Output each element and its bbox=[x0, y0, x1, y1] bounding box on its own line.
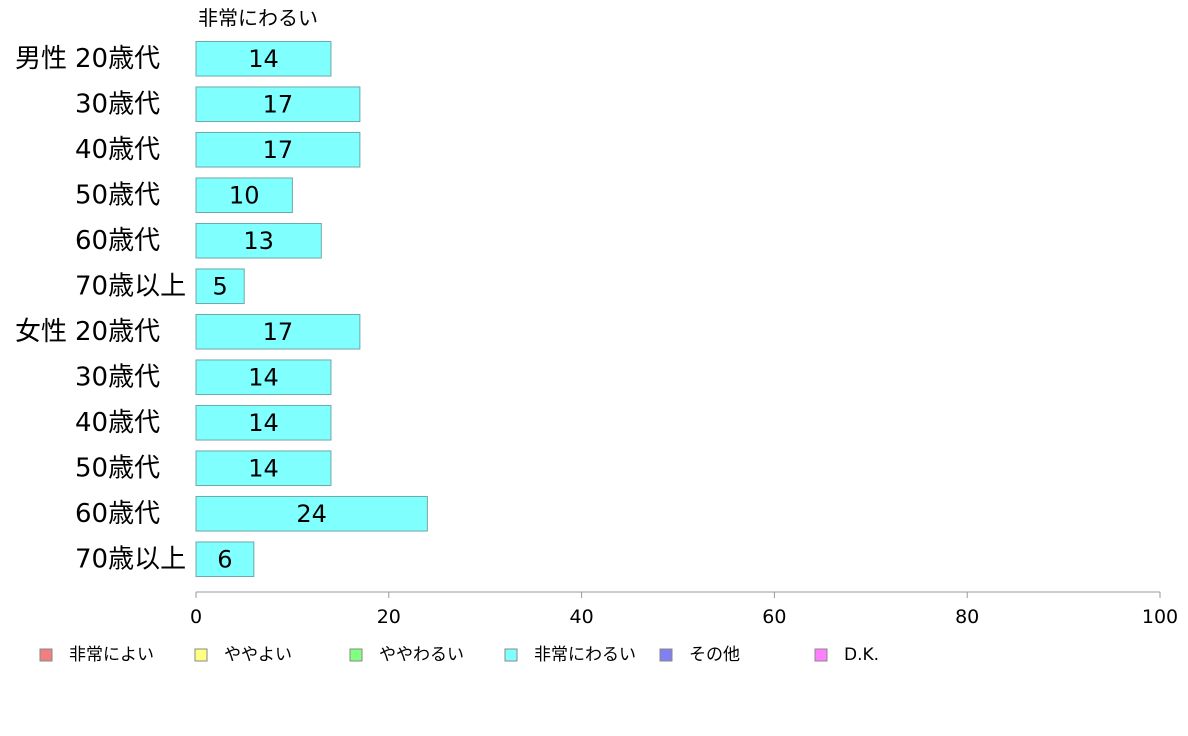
category-label: 60歳代 bbox=[75, 226, 160, 256]
bar-value-label: 17 bbox=[263, 318, 294, 346]
bar bbox=[195, 177, 293, 214]
x-tick-label: 40 bbox=[570, 606, 594, 628]
category-label: 60歳代 bbox=[75, 499, 160, 529]
group-label: 男性 bbox=[15, 44, 67, 74]
category-label: 70歳以上 bbox=[75, 271, 186, 301]
group-label: 女性 bbox=[15, 317, 67, 347]
bar-value-label: 6 bbox=[217, 545, 232, 573]
bar bbox=[195, 359, 332, 396]
bar-value-label: 5 bbox=[212, 272, 227, 300]
legend-label: 非常によい bbox=[69, 645, 154, 665]
legend-label: その他 bbox=[689, 645, 740, 665]
bar-value-label: 13 bbox=[243, 227, 274, 255]
bar-value-label: 14 bbox=[248, 45, 279, 73]
x-tick-label: 60 bbox=[762, 606, 786, 628]
bar-value-label: 14 bbox=[248, 454, 279, 482]
bar-value-label: 24 bbox=[296, 500, 327, 528]
bar bbox=[195, 541, 255, 578]
bar bbox=[195, 268, 245, 305]
category-label: 70歳以上 bbox=[75, 544, 186, 574]
bar-value-label: 10 bbox=[229, 181, 260, 209]
legend-swatch bbox=[349, 648, 363, 662]
legend-swatch bbox=[814, 648, 828, 662]
x-tick-label: 100 bbox=[1142, 606, 1178, 628]
category-label: 50歳代 bbox=[75, 180, 160, 210]
bar bbox=[195, 222, 322, 259]
legend-label: ややよい bbox=[224, 645, 292, 665]
bar bbox=[195, 404, 332, 441]
bar-value-label: 17 bbox=[263, 136, 294, 164]
category-label: 30歳代 bbox=[75, 362, 160, 392]
category-label: 50歳代 bbox=[75, 453, 160, 483]
bar bbox=[195, 40, 332, 77]
bar bbox=[195, 86, 361, 123]
bar bbox=[195, 131, 361, 168]
bar-value-label: 14 bbox=[248, 409, 279, 437]
category-label: 30歳代 bbox=[75, 89, 160, 119]
bar bbox=[195, 450, 332, 487]
legend-swatch bbox=[194, 648, 208, 662]
bar-value-label: 17 bbox=[263, 90, 294, 118]
bar-value-label: 14 bbox=[248, 363, 279, 391]
category-label: 20歳代 bbox=[75, 317, 160, 347]
category-label: 40歳代 bbox=[75, 135, 160, 165]
legend-swatch bbox=[659, 648, 673, 662]
legend-swatch bbox=[504, 648, 518, 662]
legend-label: 非常にわるい bbox=[534, 645, 636, 665]
category-label: 40歳代 bbox=[75, 408, 160, 438]
series-caption: 非常にわるい bbox=[198, 6, 318, 30]
bar bbox=[195, 313, 361, 350]
legend-swatch bbox=[39, 648, 53, 662]
legend-label: D.K. bbox=[844, 645, 879, 665]
category-label: 20歳代 bbox=[75, 44, 160, 74]
legend-label: ややわるい bbox=[379, 645, 464, 665]
x-tick-label: 20 bbox=[377, 606, 401, 628]
x-tick-label: 80 bbox=[955, 606, 979, 628]
bar bbox=[195, 495, 428, 532]
x-tick-label: 0 bbox=[190, 606, 202, 628]
